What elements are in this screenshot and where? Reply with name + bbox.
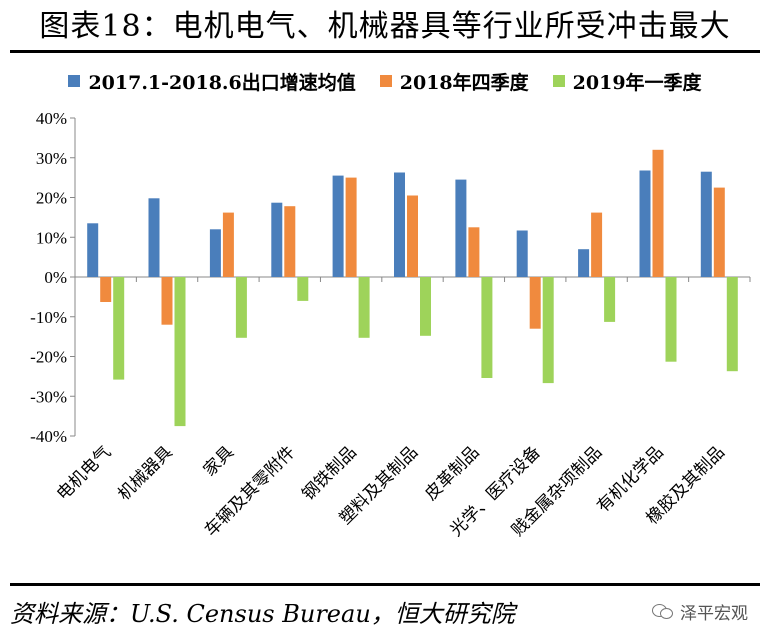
figure-title: 图表18：电机电气、机械器具等行业所受冲击最大 <box>39 9 731 44</box>
bar-3 <box>665 277 677 362</box>
bar-2 <box>468 227 480 277</box>
legend-swatch-series-3 <box>552 75 565 87</box>
bar-1 <box>332 175 344 277</box>
title-rule <box>10 50 760 53</box>
y-tick-label: 30% <box>36 149 67 168</box>
x-category-label: 机械器具 <box>114 442 176 504</box>
bar-3 <box>113 277 125 380</box>
legend-item-series-1: 2017.1-2018.6出口增速均值 <box>68 68 356 95</box>
legend-label-series-3: 2019年一季度 <box>572 71 702 94</box>
bar-1 <box>700 171 712 277</box>
y-tick-label: -20% <box>30 348 67 367</box>
bar-2 <box>713 187 725 277</box>
x-category-label: 皮革制品 <box>421 442 483 504</box>
legend-item-series-3: 2019年一季度 <box>552 68 702 95</box>
bar-1 <box>639 170 651 277</box>
bar-1 <box>271 202 283 277</box>
bar-1 <box>209 229 221 277</box>
bar-1 <box>148 198 160 277</box>
y-tick-label: 20% <box>36 189 67 208</box>
legend-item-series-2: 2018年四季度 <box>379 68 529 95</box>
bar-1 <box>455 179 467 277</box>
source-rule <box>10 583 760 586</box>
bar-2 <box>161 277 173 325</box>
watermark: 泽平宏观 <box>652 596 748 626</box>
bar-3 <box>174 277 186 427</box>
bar-2 <box>222 212 234 277</box>
bar-1 <box>87 223 99 277</box>
y-tick-label: 10% <box>36 228 67 247</box>
bar-2 <box>529 277 541 329</box>
y-tick-label: -30% <box>30 387 67 406</box>
legend-swatch-series-2 <box>379 75 392 87</box>
chart-legend: 2017.1-2018.6出口增速均值 2018年四季度 2019年一季度 <box>0 66 770 96</box>
y-tick-label: -40% <box>30 427 67 446</box>
bar-3 <box>297 277 309 301</box>
y-tick-label: 40% <box>36 109 67 128</box>
y-tick-label: -10% <box>30 308 67 327</box>
bar-3 <box>420 277 431 336</box>
bar-1 <box>578 249 590 277</box>
x-category-label: 电机电气 <box>53 442 115 504</box>
wechat-icon <box>652 602 674 620</box>
bar-3 <box>604 277 616 322</box>
bar-3 <box>542 277 554 384</box>
bar-2 <box>591 212 603 277</box>
bar-2 <box>652 149 664 277</box>
source-note: 资料来源：U.S. Census Bureau，恒大研究院 <box>10 599 515 628</box>
bar-3 <box>481 277 493 378</box>
bar-2 <box>284 206 296 277</box>
bar-2 <box>407 195 418 277</box>
bar-3 <box>235 277 247 338</box>
legend-label-series-1: 2017.1-2018.6出口增速均值 <box>88 71 356 94</box>
bar-3 <box>726 277 738 372</box>
bar-3 <box>358 277 370 338</box>
legend-swatch-series-1 <box>68 75 81 87</box>
y-tick-label: 0% <box>44 268 67 287</box>
bar-2 <box>345 177 357 277</box>
bar-2 <box>100 277 112 302</box>
bar-1 <box>394 172 405 277</box>
bar-chart: 40% 30% 20% 10% 0% -10% -20% -30% -40%电机电气 机械器具 家具… <box>30 109 751 541</box>
legend-label-series-2: 2018年四季度 <box>399 71 529 94</box>
watermark-label: 泽平宏观 <box>680 603 748 624</box>
x-category-label: 家具 <box>200 442 238 480</box>
x-category-label: 钢铁制品 <box>298 442 360 504</box>
bar-1 <box>516 230 528 277</box>
